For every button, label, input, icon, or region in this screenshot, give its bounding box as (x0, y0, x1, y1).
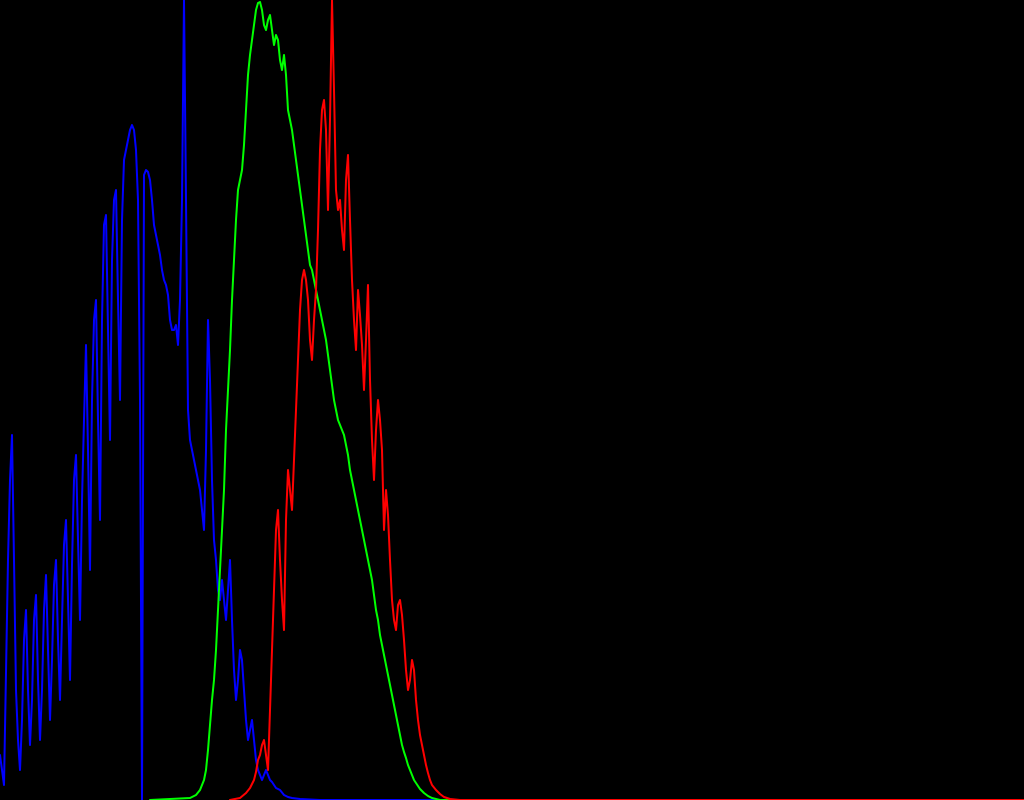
green-channel-line (149, 1, 1024, 800)
red-channel-line (229, 0, 1024, 800)
